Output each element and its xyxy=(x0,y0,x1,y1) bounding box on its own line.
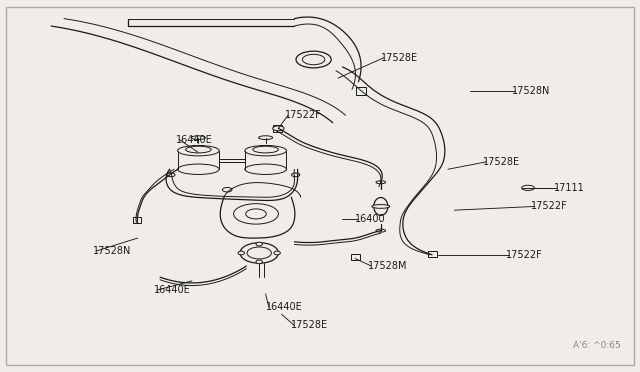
Text: 16400: 16400 xyxy=(355,215,386,224)
Bar xyxy=(428,251,437,257)
Circle shape xyxy=(256,260,262,264)
Text: 16440E: 16440E xyxy=(154,285,190,295)
Text: 17528N: 17528N xyxy=(93,246,131,256)
Circle shape xyxy=(256,242,262,246)
Ellipse shape xyxy=(223,187,232,192)
Text: 17522F: 17522F xyxy=(531,202,568,211)
Ellipse shape xyxy=(166,173,175,177)
Ellipse shape xyxy=(253,146,278,153)
Bar xyxy=(351,254,360,260)
Ellipse shape xyxy=(303,54,325,65)
Text: 17522F: 17522F xyxy=(506,250,542,260)
Bar xyxy=(273,125,282,132)
Text: 17111: 17111 xyxy=(554,183,584,193)
Ellipse shape xyxy=(372,205,390,208)
Circle shape xyxy=(274,251,280,255)
Bar xyxy=(133,217,141,223)
Ellipse shape xyxy=(374,198,388,215)
Ellipse shape xyxy=(273,126,284,131)
Text: 17528E: 17528E xyxy=(381,53,418,62)
Ellipse shape xyxy=(296,51,332,68)
Ellipse shape xyxy=(191,136,205,140)
Ellipse shape xyxy=(244,164,287,174)
Text: 17528E: 17528E xyxy=(483,157,520,167)
Ellipse shape xyxy=(244,145,287,156)
Ellipse shape xyxy=(247,247,271,259)
Ellipse shape xyxy=(186,146,211,153)
Ellipse shape xyxy=(246,209,266,219)
Text: 16440E: 16440E xyxy=(266,302,302,312)
Ellipse shape xyxy=(178,164,220,174)
Ellipse shape xyxy=(292,173,300,177)
Bar xyxy=(356,87,366,95)
Ellipse shape xyxy=(259,136,273,140)
Ellipse shape xyxy=(376,229,385,232)
Circle shape xyxy=(238,251,244,255)
Ellipse shape xyxy=(376,181,385,184)
Ellipse shape xyxy=(522,185,534,190)
Text: 17528E: 17528E xyxy=(291,321,328,330)
Ellipse shape xyxy=(234,204,278,224)
Text: A'6: ^0:65: A'6: ^0:65 xyxy=(573,341,621,350)
Ellipse shape xyxy=(240,243,278,263)
Text: 16440E: 16440E xyxy=(176,135,212,144)
Text: 17528N: 17528N xyxy=(512,86,550,96)
Text: 17528M: 17528M xyxy=(368,261,408,271)
Ellipse shape xyxy=(178,145,220,156)
Text: 17522F: 17522F xyxy=(285,110,321,120)
